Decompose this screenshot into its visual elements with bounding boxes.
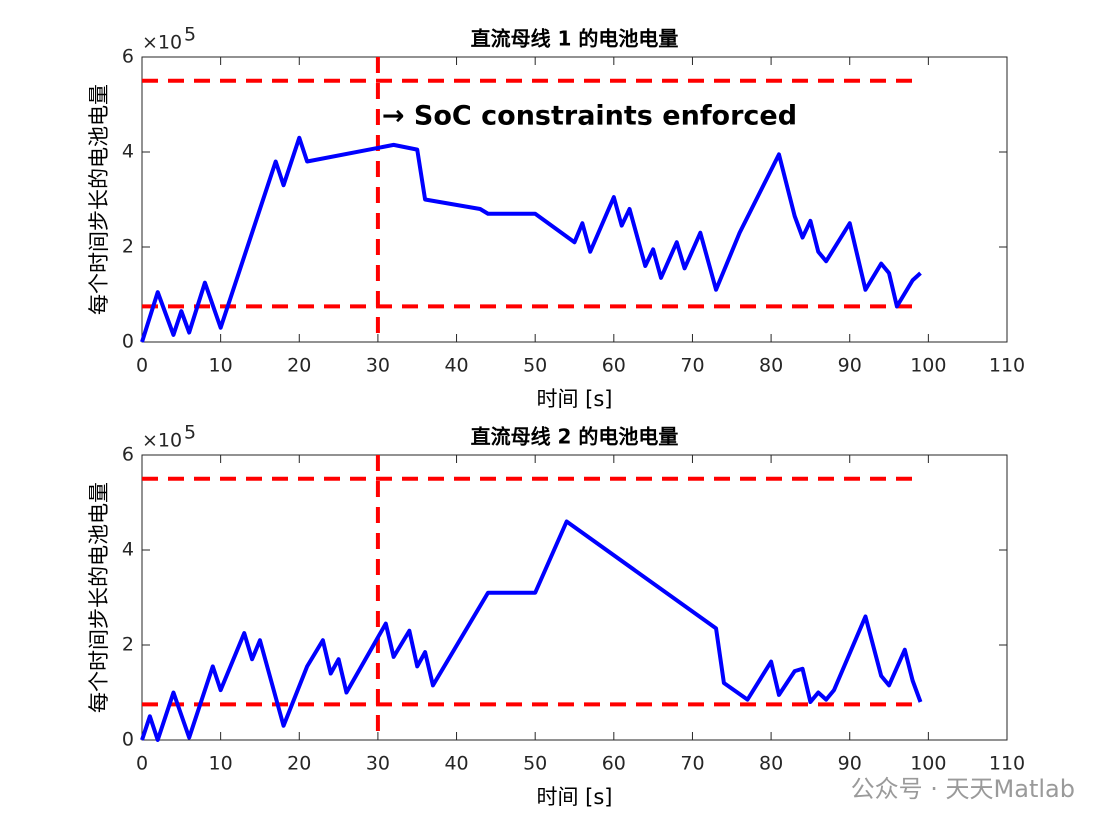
axes-box bbox=[141, 56, 1008, 343]
x-tick-label: 0 bbox=[136, 355, 148, 377]
x-tick-label: 110 bbox=[989, 753, 1025, 775]
y-tick-label: 6 bbox=[122, 46, 134, 68]
y-tick-label: 2 bbox=[122, 236, 134, 258]
y-tick-label: 0 bbox=[122, 331, 134, 353]
soc-line bbox=[140, 519, 923, 742]
y-multiplier-exponent: 5 bbox=[184, 24, 196, 46]
x-tick-label: 110 bbox=[989, 355, 1025, 377]
x-tick-label: 100 bbox=[910, 355, 946, 377]
y-tick-label: 6 bbox=[122, 444, 134, 466]
x-tick-label: 100 bbox=[910, 753, 946, 775]
y-axis-label: 每个时间步长的电池电量 bbox=[87, 84, 111, 315]
x-tick-label: 10 bbox=[209, 753, 233, 775]
chart-title: 直流母线 1 的电池电量 bbox=[471, 27, 679, 51]
x-tick-label: 40 bbox=[444, 753, 468, 775]
watermark: 公众号 · 天天Matlab bbox=[851, 775, 1075, 803]
x-tick-label: 60 bbox=[602, 355, 626, 377]
x-tick-label: 30 bbox=[366, 753, 390, 775]
y-multiplier-exponent: 5 bbox=[184, 422, 196, 444]
y-axis-label: 每个时间步长的电池电量 bbox=[87, 482, 111, 713]
x-tick-label: 40 bbox=[444, 355, 468, 377]
x-axis-label: 时间 [s] bbox=[536, 387, 612, 411]
axes-box bbox=[141, 454, 1008, 741]
x-tick-label: 80 bbox=[759, 355, 783, 377]
y-tick-label: 0 bbox=[122, 729, 134, 751]
x-tick-label: 80 bbox=[759, 753, 783, 775]
x-tick-label: 20 bbox=[287, 355, 311, 377]
soc-line bbox=[140, 135, 922, 343]
y-tick-label: 4 bbox=[122, 141, 134, 163]
x-tick-label: 50 bbox=[523, 355, 547, 377]
y-tick-label: 2 bbox=[122, 634, 134, 656]
x-tick-label: 70 bbox=[680, 753, 704, 775]
x-tick-label: 30 bbox=[366, 355, 390, 377]
x-tick-label: 20 bbox=[287, 753, 311, 775]
x-tick-label: 70 bbox=[680, 355, 704, 377]
x-axis-label: 时间 [s] bbox=[536, 785, 612, 809]
x-tick-label: 60 bbox=[602, 753, 626, 775]
y-tick-label: 4 bbox=[122, 539, 134, 561]
x-tick-label: 10 bbox=[209, 355, 233, 377]
y-multiplier: ×10 bbox=[142, 430, 182, 452]
x-tick-label: 0 bbox=[136, 753, 148, 775]
x-tick-label: 90 bbox=[838, 355, 862, 377]
chart-title: 直流母线 2 的电池电量 bbox=[471, 425, 679, 449]
annotation: → SoC constraints enforced bbox=[382, 101, 797, 132]
x-tick-label: 50 bbox=[523, 753, 547, 775]
y-multiplier: ×10 bbox=[142, 32, 182, 54]
x-tick-label: 90 bbox=[838, 753, 862, 775]
